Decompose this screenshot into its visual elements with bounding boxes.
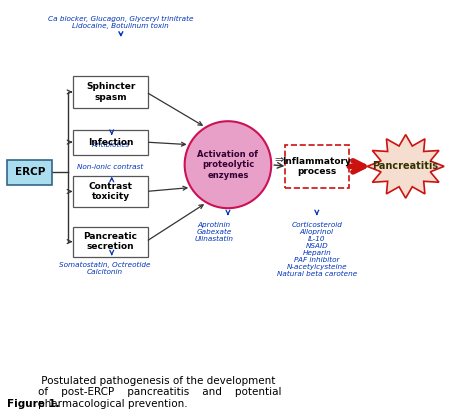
FancyBboxPatch shape	[7, 160, 53, 185]
Text: Non-ionic contrast: Non-ionic contrast	[77, 164, 144, 170]
Text: Activation of
proteolytic
enzymes: Activation of proteolytic enzymes	[198, 150, 259, 180]
Text: Ca blocker, Glucagon, Glyceryl trinitrate
Lidocaine, Botulinum toxin: Ca blocker, Glucagon, Glyceryl trinitrat…	[48, 16, 193, 29]
Text: Inflammatory
process: Inflammatory process	[282, 157, 351, 176]
Text: Corticosteroid
Alloprinol
IL-10
NSAID
Heparin
PAF inhibitor
N-acetylcysteine
Nat: Corticosteroid Alloprinol IL-10 NSAID He…	[277, 222, 357, 277]
Text: ERCP: ERCP	[14, 167, 45, 177]
Text: Antibiotics: Antibiotics	[91, 142, 129, 147]
Text: ⇒: ⇒	[274, 155, 284, 165]
Text: Pancreatic
secretion: Pancreatic secretion	[84, 232, 138, 252]
FancyBboxPatch shape	[73, 227, 148, 257]
FancyBboxPatch shape	[73, 130, 148, 154]
Ellipse shape	[185, 121, 271, 208]
Text: Contrast
toxicity: Contrast toxicity	[89, 182, 133, 201]
Text: Aprotinin
Gabexate
Ulinastatin: Aprotinin Gabexate Ulinastatin	[195, 222, 234, 242]
FancyBboxPatch shape	[285, 145, 349, 188]
Text: Infection: Infection	[88, 138, 133, 147]
Text: Sphincter
spasm: Sphincter spasm	[86, 82, 135, 102]
FancyBboxPatch shape	[73, 176, 148, 206]
Text: Postulated pathogenesis of the development
of    post-ERCP    pancreatitis    an: Postulated pathogenesis of the developme…	[38, 376, 282, 409]
FancyBboxPatch shape	[73, 76, 148, 108]
Text: Figure 1.: Figure 1.	[7, 399, 60, 409]
Text: Somatostatin, Octreotide
Calcitonin: Somatostatin, Octreotide Calcitonin	[59, 262, 151, 275]
Polygon shape	[367, 135, 444, 198]
Text: Pancreatitis: Pancreatitis	[372, 161, 439, 171]
